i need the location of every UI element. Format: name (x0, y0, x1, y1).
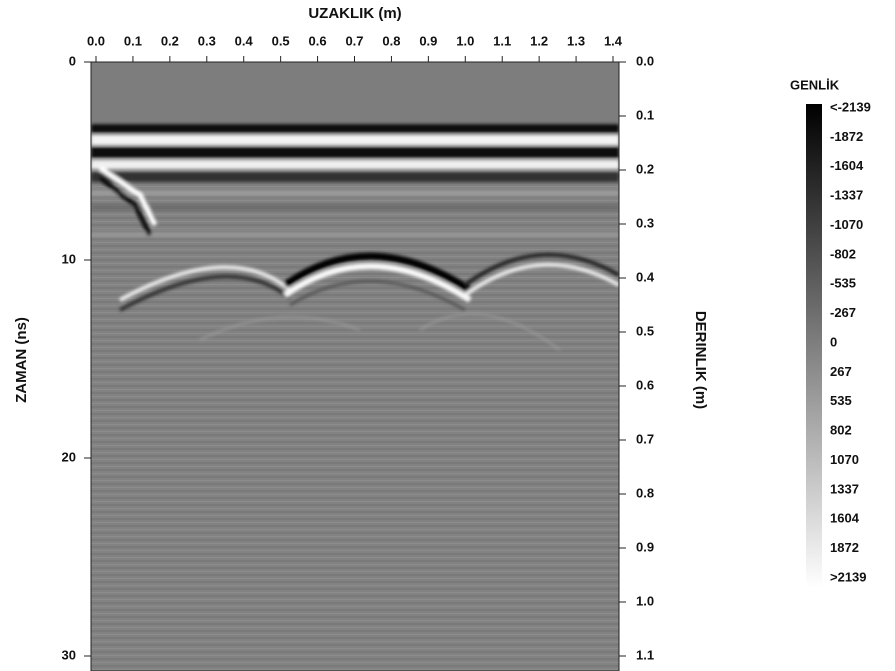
x-tick-label: 1.2 (530, 33, 548, 48)
colorbar-tick-label: 1070 (830, 452, 859, 467)
colorbar-tick-label: 0 (830, 334, 837, 349)
x-tick-label: 0.8 (382, 33, 400, 48)
y-tick-label: 30 (62, 647, 76, 662)
x-tick-label: 0.3 (198, 33, 216, 48)
colorbar-tick-label: -1337 (830, 188, 863, 203)
colorbar (806, 104, 822, 588)
colorbar-title: GENLİK (790, 77, 840, 92)
x-tick-label: 0.9 (419, 33, 437, 48)
x-tick-label: 1.3 (567, 33, 585, 48)
y-tick-label: 0 (69, 53, 76, 68)
colorbar-tick-label: -267 (830, 305, 856, 320)
y2-tick-label: 0.7 (636, 431, 654, 446)
x-axis-title: UZAKLIK (m) (308, 5, 401, 22)
y2-tick-label: 0.2 (636, 161, 654, 176)
x-tick-label: 0.0 (87, 33, 105, 48)
colorbar-tick-label: -802 (830, 246, 856, 261)
y2-axis-title: DERINLIK (m) (692, 311, 709, 409)
y-tick-label: 20 (62, 449, 76, 464)
x-tick-label: 0.7 (345, 33, 363, 48)
colorbar-tick-label: 1604 (830, 511, 860, 526)
x-tick-label: 1.0 (456, 33, 474, 48)
y2-tick-label: 0.5 (636, 323, 654, 338)
colorbar-tick-label: 267 (830, 364, 852, 379)
y2-tick-label: 1.0 (636, 593, 654, 608)
y2-tick-label: 0.9 (636, 539, 654, 554)
x-tick-label: 0.5 (272, 33, 290, 48)
colorbar-tick-label: -1070 (830, 217, 863, 232)
colorbar-tick-label: >2139 (830, 569, 867, 584)
colorbar-tick-label: <-2139 (830, 99, 871, 114)
y2-tick-label: 0.4 (636, 269, 655, 284)
y2-tick-label: 0.0 (636, 53, 654, 68)
colorbar-tick-label: 535 (830, 393, 852, 408)
y2-tick-label: 0.1 (636, 107, 654, 122)
y2-tick-label: 0.6 (636, 377, 654, 392)
x-tick-label: 1.1 (493, 33, 511, 48)
radargram-image (91, 62, 619, 671)
y2-tick-label: 0.8 (636, 485, 654, 500)
colorbar-tick-label: 1337 (830, 481, 859, 496)
colorbar-tick-label: -1604 (830, 158, 864, 173)
y-axis-title: ZAMAN (ns) (13, 317, 30, 403)
colorbar-tick-label: -1872 (830, 129, 863, 144)
x-tick-label: 0.4 (235, 33, 254, 48)
colorbar-tick-label: 802 (830, 423, 852, 438)
colorbar-tick-label: -535 (830, 276, 856, 291)
x-tick-label: 0.1 (124, 33, 142, 48)
x-tick-label: 0.6 (309, 33, 327, 48)
x-tick-label: 1.4 (604, 33, 623, 48)
colorbar-tick-label: 1872 (830, 540, 859, 555)
y2-tick-label: 1.1 (636, 647, 654, 662)
y2-tick-label: 0.3 (636, 215, 654, 230)
x-tick-label: 0.2 (161, 33, 179, 48)
y-tick-label: 10 (62, 251, 76, 266)
